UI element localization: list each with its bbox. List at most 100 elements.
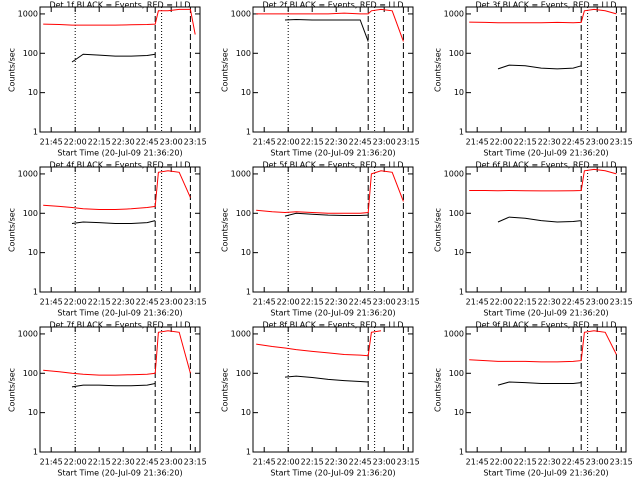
x-tick-label: 22:45: [349, 458, 372, 467]
panel: Det 1f BLACK = Events, RED = LLD Counts/s…: [8, 1, 207, 158]
x-tick-label: 22:15: [514, 458, 537, 467]
y-tick-label: 1000: [18, 169, 38, 178]
y-tick-label: 1: [33, 448, 38, 457]
y-tick-label: 10: [454, 248, 464, 257]
x-tick-label: 23:00: [586, 458, 609, 467]
y-tick-label: 1000: [444, 169, 464, 178]
y-tick-label: 10: [241, 248, 251, 257]
x-axis-label: Start Time (20-Jul-09 21:36:20): [57, 309, 182, 318]
x-tick-label: 22:00: [490, 298, 513, 307]
x-tick-label: 21:45: [40, 458, 63, 467]
series-line: [497, 381, 582, 386]
series-line: [497, 64, 582, 70]
chart-title: Det 9f BLACK = Events, RED = LLD: [475, 321, 616, 330]
x-tick-label: 22:15: [301, 138, 324, 147]
x-tick-label: 23:00: [160, 458, 183, 467]
y-tick-label: 1000: [231, 329, 251, 338]
plot-frame: [39, 326, 201, 453]
chart-title: Det 2f BLACK = Events, RED = LLD: [262, 1, 403, 10]
x-tick-label: 23:00: [373, 458, 396, 467]
x-tick-label: 22:00: [64, 138, 87, 147]
series-line: [71, 220, 156, 224]
plot-frame: [252, 6, 414, 133]
series-line: [284, 375, 369, 383]
y-tick-label: 10: [454, 408, 464, 417]
chart-title: Det 1f BLACK = Events, RED = LLD: [49, 1, 190, 10]
y-tick-label: 1: [459, 288, 464, 297]
x-tick-label: 23:00: [586, 138, 609, 147]
y-tick-label: 1: [246, 128, 251, 137]
x-tick-label: 22:15: [514, 138, 537, 147]
series-line: [43, 330, 191, 376]
x-tick-label: 22:45: [136, 298, 159, 307]
x-axis-label: Start Time (20-Jul-09 21:36:20): [57, 469, 182, 478]
chart-title: Det 3f BLACK = Events, RED = LLD: [475, 1, 616, 10]
x-tick-label: 22:30: [538, 458, 561, 467]
series-line: [43, 170, 191, 210]
series-line: [469, 330, 617, 363]
y-tick-label: 10: [28, 88, 38, 97]
panel: Det 5f BLACK = Events, RED = LLD Counts/s…: [221, 161, 420, 318]
x-tick-label: 22:00: [490, 458, 513, 467]
x-tick-label: 23:15: [397, 298, 420, 307]
plot-frame: [39, 6, 201, 133]
panel: Det 3f BLACK = Events, RED = LLD Counts/s…: [434, 1, 633, 158]
x-axis-label: Start Time (20-Jul-09 21:36:20): [483, 149, 608, 158]
panel: Det 4f BLACK = Events, RED = LLD Counts/s…: [8, 161, 207, 318]
chart-title: Det 6f BLACK = Events, RED = LLD: [475, 161, 616, 170]
series-line: [469, 8, 617, 24]
x-tick-label: 21:45: [40, 298, 63, 307]
y-tick-label: 100: [449, 49, 464, 58]
y-tick-label: 1000: [18, 9, 38, 18]
x-tick-label: 23:00: [160, 298, 183, 307]
plot-frame: [252, 326, 414, 453]
panel: Det 9f BLACK = Events, RED = LLD Counts/s…: [434, 321, 633, 478]
y-tick-label: 100: [449, 209, 464, 218]
x-tick-label: 22:15: [301, 298, 324, 307]
x-tick-label: 21:45: [40, 138, 63, 147]
x-tick-label: 21:45: [466, 298, 489, 307]
x-tick-label: 21:45: [253, 298, 276, 307]
x-tick-label: 22:00: [64, 458, 87, 467]
y-tick-label: 1: [459, 448, 464, 457]
x-tick-label: 22:30: [538, 298, 561, 307]
y-axis-label: Counts/sec: [8, 368, 17, 412]
y-tick-label: 1000: [18, 329, 38, 338]
x-axis-label: Start Time (20-Jul-09 21:36:20): [270, 469, 395, 478]
x-tick-label: 21:45: [466, 458, 489, 467]
x-tick-label: 22:45: [562, 138, 585, 147]
panel: Det 2f BLACK = Events, RED = LLD Counts/s…: [221, 1, 420, 158]
y-tick-label: 1000: [231, 9, 251, 18]
panel: Det 7f BLACK = Events, RED = LLD Counts/s…: [8, 321, 207, 478]
x-tick-label: 23:15: [610, 298, 633, 307]
series-line: [71, 383, 156, 388]
x-tick-label: 23:00: [160, 138, 183, 147]
series-line: [469, 168, 617, 192]
y-tick-label: 100: [449, 369, 464, 378]
x-tick-label: 23:15: [397, 138, 420, 147]
x-tick-label: 23:00: [373, 298, 396, 307]
x-axis-label: Start Time (20-Jul-09 21:36:20): [57, 149, 182, 158]
plot-frame: [39, 166, 201, 293]
x-tick-label: 23:15: [184, 138, 207, 147]
x-tick-label: 22:15: [88, 138, 111, 147]
series-line: [256, 8, 404, 42]
plot-frame: [252, 166, 414, 293]
y-tick-label: 100: [236, 369, 251, 378]
plot-frame: [465, 326, 627, 453]
series-line: [43, 8, 196, 35]
y-axis-label: Counts/sec: [8, 208, 17, 252]
x-axis-label: Start Time (20-Jul-09 21:36:20): [270, 309, 395, 318]
x-tick-label: 23:15: [184, 458, 207, 467]
y-axis-label: Counts/sec: [8, 48, 17, 92]
panel: Det 6f BLACK = Events, RED = LLD Counts/s…: [434, 161, 633, 318]
x-tick-label: 22:30: [538, 138, 561, 147]
x-tick-label: 23:00: [373, 138, 396, 147]
x-tick-label: 22:45: [562, 298, 585, 307]
x-axis-label: Start Time (20-Jul-09 21:36:20): [483, 469, 608, 478]
x-tick-label: 22:00: [64, 298, 87, 307]
x-tick-label: 23:15: [610, 458, 633, 467]
chart-title: Det 7f BLACK = Events, RED = LLD: [49, 321, 190, 330]
x-tick-label: 23:15: [184, 298, 207, 307]
